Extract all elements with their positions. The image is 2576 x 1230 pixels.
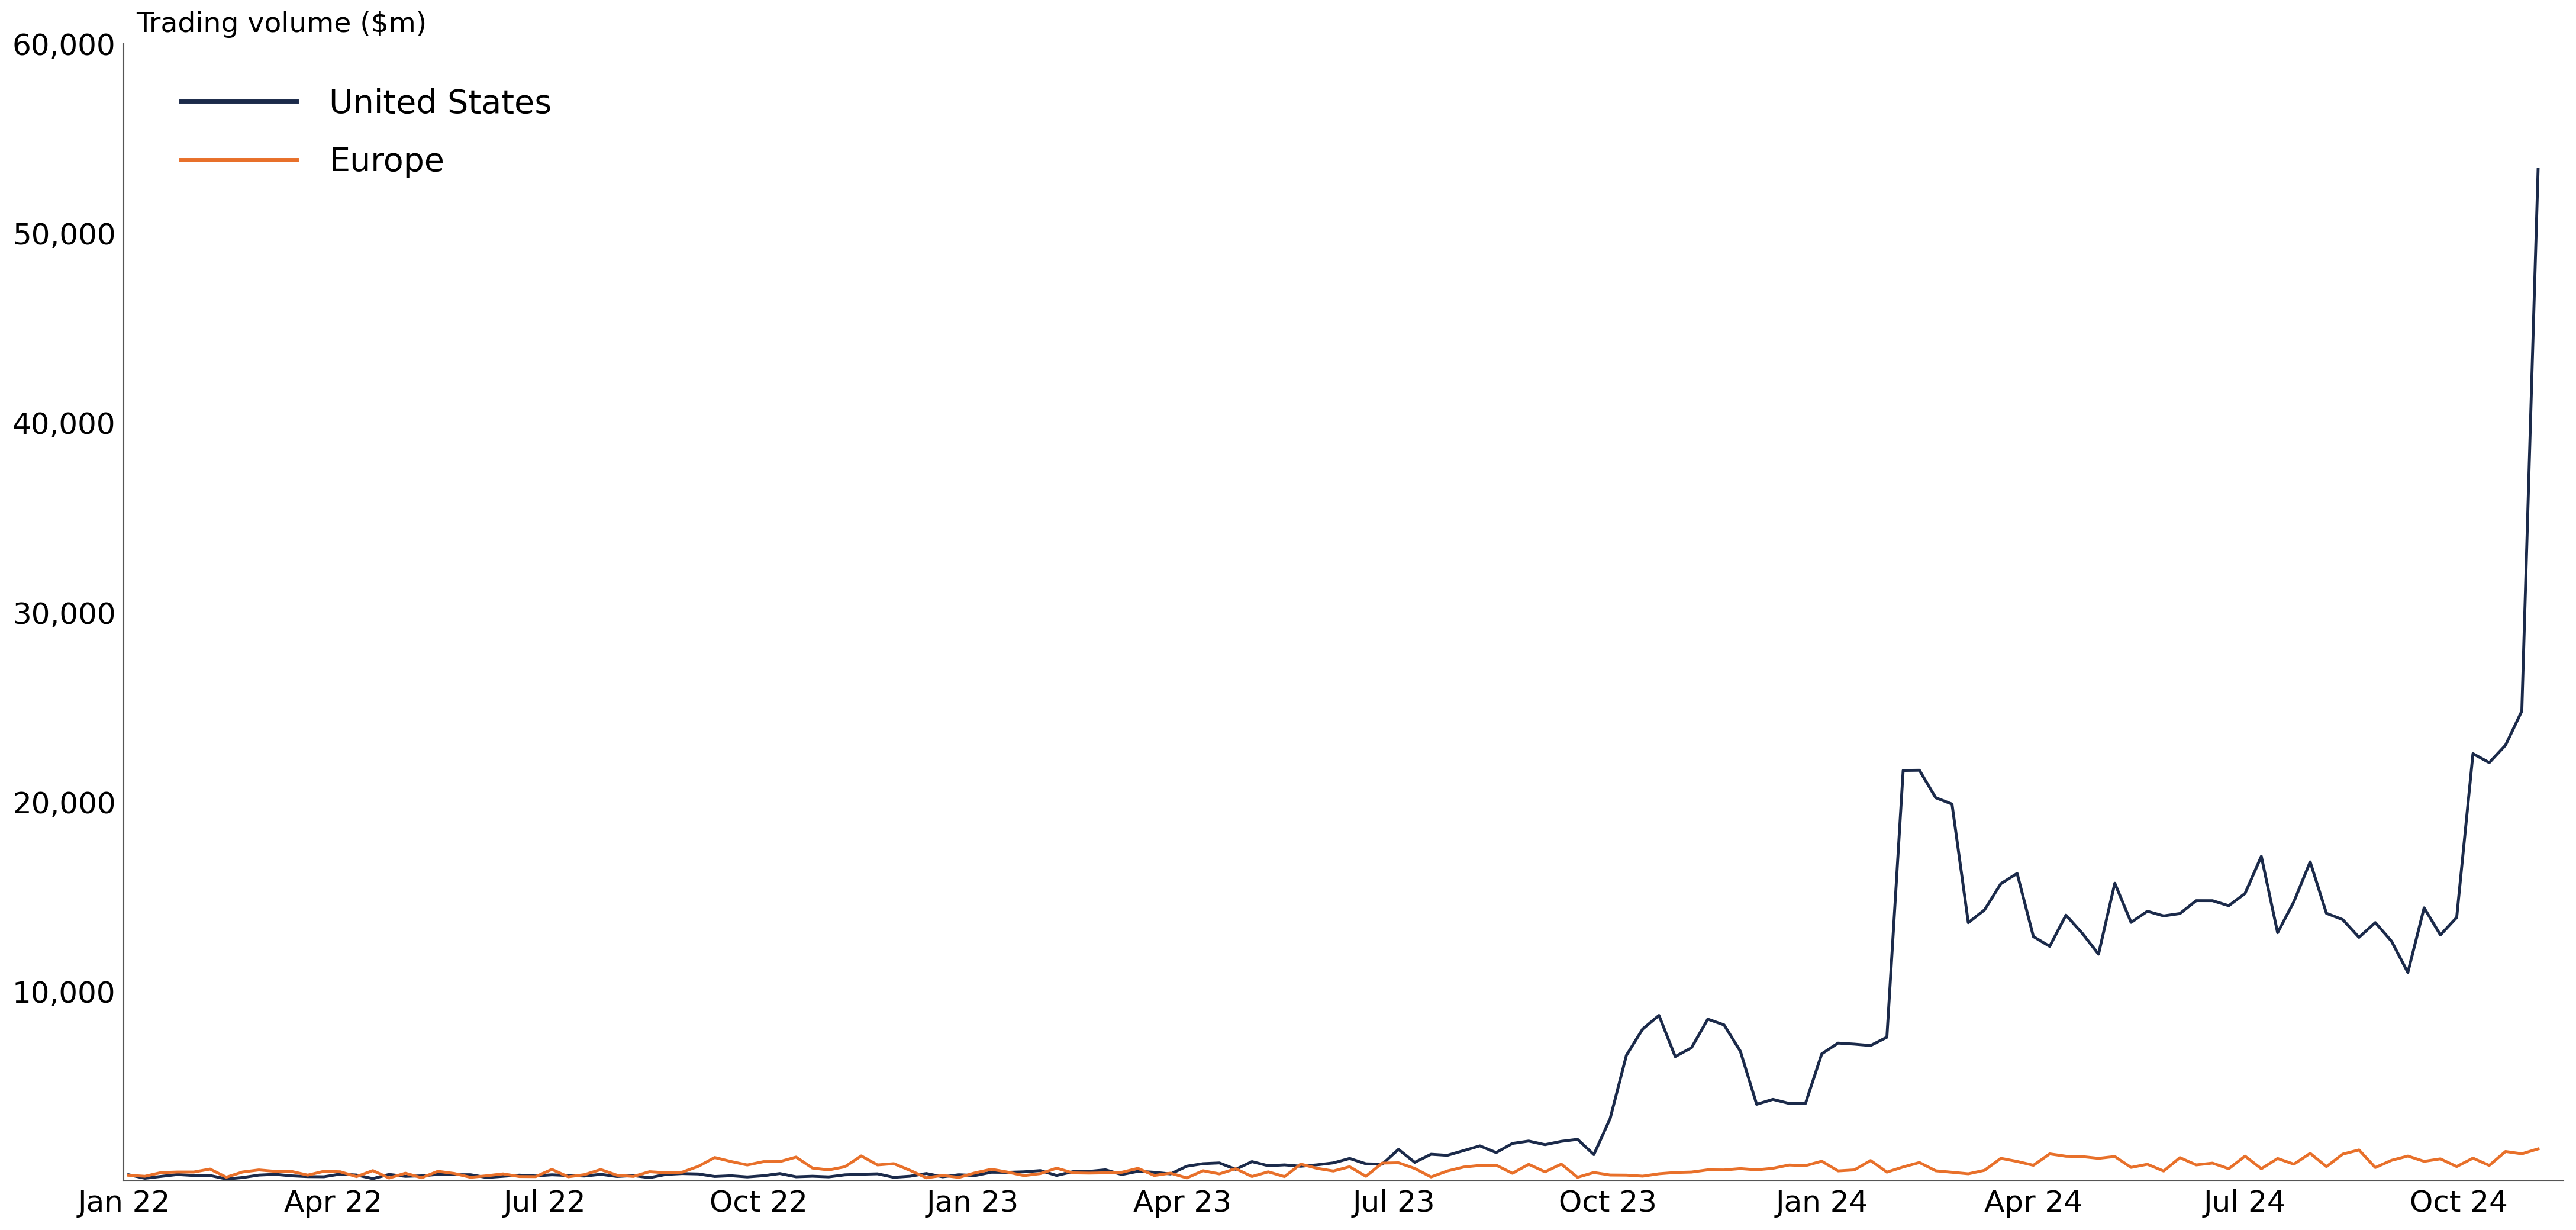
Line: Europe: Europe	[129, 1149, 2537, 1178]
Text: Trading volume ($m): Trading volume ($m)	[137, 11, 428, 38]
Line: United States: United States	[129, 170, 2537, 1178]
Legend: United States, Europe: United States, Europe	[165, 71, 569, 194]
